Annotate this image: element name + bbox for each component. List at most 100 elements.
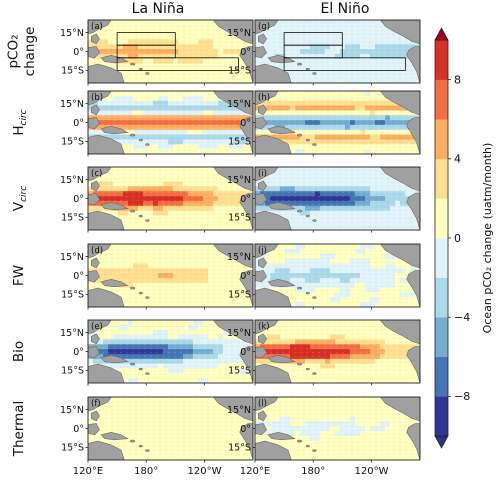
lat-tick-label: 0° [73,271,84,282]
lat-tick-label: 15°S [61,66,84,77]
colorbar-segment [435,317,448,358]
panel-label: (l) [258,399,267,409]
lat-tick-label: 15°S [61,290,84,301]
row-label-pco2: pCO₂change [6,27,38,77]
colorbar-segment [435,119,448,160]
land-mask [88,397,253,460]
lat-tick-label: 15°S [228,213,251,224]
land-mask [255,320,420,383]
lat-tick-label: 0° [240,271,251,282]
panel-bio-lanina: (e) 15°N 0° 15°S [60,319,254,386]
lat-tick-label: 15°S [61,213,84,224]
panel-label: (f) [91,399,101,409]
colorbar-segment [435,79,448,120]
lat-tick-label: 0° [73,47,84,58]
lat-tick-label: 15°N [227,99,251,110]
land-mask [255,20,420,83]
column-title-elnino: El Niño [321,1,370,17]
panel-pco2-lanina: (a) 15°N 0° 15°S [60,19,254,86]
panel-vcirc-elnino: (i) 15°N 0° 15°S [227,166,421,233]
land-mask [88,20,253,83]
lat-tick-label: 15°N [60,252,84,263]
colorbar-segment [435,40,448,80]
analysis-box-3 [283,57,406,71]
panel-hcirc-lanina: (b) 15°N 0° 15°S [60,90,254,157]
panel-label: (b) [91,93,103,103]
lat-tick-label: 0° [240,47,251,58]
lat-tick-label: 15°N [227,28,251,39]
lat-tick-label: 15°N [60,99,84,110]
lat-tick-label: 15°S [61,443,84,454]
land-mask [88,91,253,154]
row-label-hcirc: Hcirc [11,109,29,135]
lat-tick-label: 0° [73,194,84,205]
lat-tick-label: 0° [73,424,84,435]
row-label-bio: Bio [11,341,27,362]
panel-pco2-elnino: (g) 15°N 0° 15°S [227,19,421,86]
lat-tick-label: 0° [240,347,251,358]
lat-tick-label: 15°N [227,405,251,416]
lon-tick-label: 120°E [240,466,270,477]
colorbar-segment [435,356,448,397]
lon-tick-label: 120°W [355,466,389,477]
colorbar-tick-label: 4 [454,153,461,166]
colorbar-label: Ocean pCO₂ change (uatm/month) [481,143,494,334]
lat-tick-label: 15°N [60,175,84,186]
colorbar-segment [435,238,448,278]
panel-label: (g) [258,22,270,32]
panel-vcirc-lanina: (c) 15°N 0° 15°S [60,166,254,233]
colorbar-segment [435,158,448,199]
panel-hcirc-elnino: (h) 15°N 0° 15°S [227,90,421,157]
panels: (a)15°N0°15°S(g)15°N0°15°S(b)15°N0°15°S(… [60,19,421,463]
lat-tick-label: 15°N [227,252,251,263]
land-mask [88,167,253,230]
lat-tick-label: 15°S [228,137,251,148]
lon-tick-label: 120°W [188,466,222,477]
colorbar-segment [435,396,448,437]
panel-label: (k) [258,322,270,332]
colorbar-segment [435,198,448,239]
land-mask [88,244,253,307]
lat-tick-label: 15°S [61,366,84,377]
land-mask [255,244,420,307]
column-titles: La Niña El Niño [132,1,370,17]
lon-tick-label: 120°E [73,466,103,477]
land-mask [255,397,420,460]
panel-label: (h) [258,93,270,103]
colorbar: 8 4 0 −4 −8 Ocean pCO₂ change (uatm/month) [434,27,494,449]
lon-tick-label: 180° [301,466,325,477]
land-mask [255,167,420,230]
lat-tick-label: 15°N [60,328,84,339]
lat-tick-label: 0° [240,194,251,205]
panel-label: (a) [91,22,103,32]
panel-label: (c) [91,169,102,179]
analysis-box-2 [283,32,343,46]
lat-tick-label: 0° [240,424,251,435]
lat-tick-label: 15°S [228,443,251,454]
panel-thermal-elnino: (l) 15°N 0° 15°S [227,396,421,463]
analysis-box-3 [116,57,239,71]
panel-label: (i) [258,169,267,179]
colorbar-tick-label: 0 [454,232,461,245]
lat-tick-label: 15°S [228,366,251,377]
panel-label: (j) [258,246,267,256]
longitude-axis: 120°E 180° 120°W 120°E 180° 120°W [73,466,389,477]
lat-tick-label: 15°N [60,405,84,416]
lat-tick-label: 15°S [228,66,251,77]
panel-fw-elnino: (j) 15°N 0° 15°S [227,243,421,310]
lat-tick-label: 15°N [227,328,251,339]
colorbar-tick-label: −8 [454,390,470,403]
row-label-vcirc: Vcirc [11,186,29,211]
land-mask [255,91,420,154]
lon-tick-label: 180° [134,466,158,477]
row-label-thermal: Thermal [11,401,27,458]
panel-fw-lanina: (d) 15°N 0° 15°S [60,243,254,310]
panel-label: (d) [91,246,103,256]
lat-tick-label: 15°N [227,175,251,186]
column-title-lanina: La Niña [132,1,185,17]
lat-tick-label: 0° [73,118,84,129]
colorbar-extend-top [434,27,449,41]
colorbar-extend-bottom [434,435,449,449]
colorbar-tick-label: −4 [454,311,470,324]
